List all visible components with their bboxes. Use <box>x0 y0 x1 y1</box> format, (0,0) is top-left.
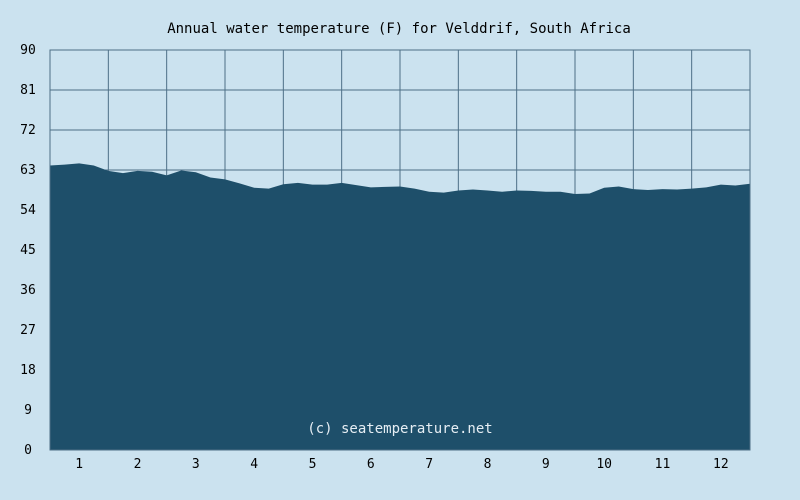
y-tick-label: 36 <box>20 283 36 298</box>
x-tick-label: 8 <box>484 457 492 472</box>
x-tick-label: 6 <box>367 457 375 472</box>
y-tick-label: 0 <box>24 443 32 458</box>
x-tick-label: 2 <box>134 457 142 472</box>
x-tick-label: 10 <box>596 457 612 472</box>
x-tick-label: 7 <box>425 457 433 472</box>
x-tick-label: 3 <box>192 457 200 472</box>
y-tick-label: 81 <box>20 83 36 98</box>
x-tick-label: 4 <box>250 457 258 472</box>
y-tick-label: 18 <box>20 363 36 378</box>
plot-frame <box>49 49 751 451</box>
y-tick-label: 45 <box>20 243 36 258</box>
x-tick-label: 5 <box>309 457 317 472</box>
temperature-area <box>50 163 750 450</box>
x-tick-label: 9 <box>542 457 550 472</box>
watermark-text: (c) seatemperature.net <box>307 421 492 437</box>
y-axis-ticks: 0 9 18 27 36 45 54 63 72 81 90 <box>20 43 36 458</box>
plot-border <box>49 49 751 451</box>
y-tick-label: 72 <box>20 123 36 138</box>
chart-title: Annual water temperature (F) for Velddri… <box>167 21 631 37</box>
x-tick-label: 12 <box>713 457 729 472</box>
x-tick-label: 11 <box>655 457 671 472</box>
x-axis-ticks: 1 2 3 4 5 6 7 8 9 10 11 12 <box>75 457 728 472</box>
y-tick-label: 63 <box>20 163 36 178</box>
y-tick-label: 54 <box>20 203 36 218</box>
x-tick-label: 1 <box>75 457 83 472</box>
y-tick-label: 9 <box>24 403 32 418</box>
plot-area <box>50 163 750 450</box>
y-tick-label: 90 <box>20 43 36 58</box>
y-tick-label: 27 <box>20 323 36 338</box>
